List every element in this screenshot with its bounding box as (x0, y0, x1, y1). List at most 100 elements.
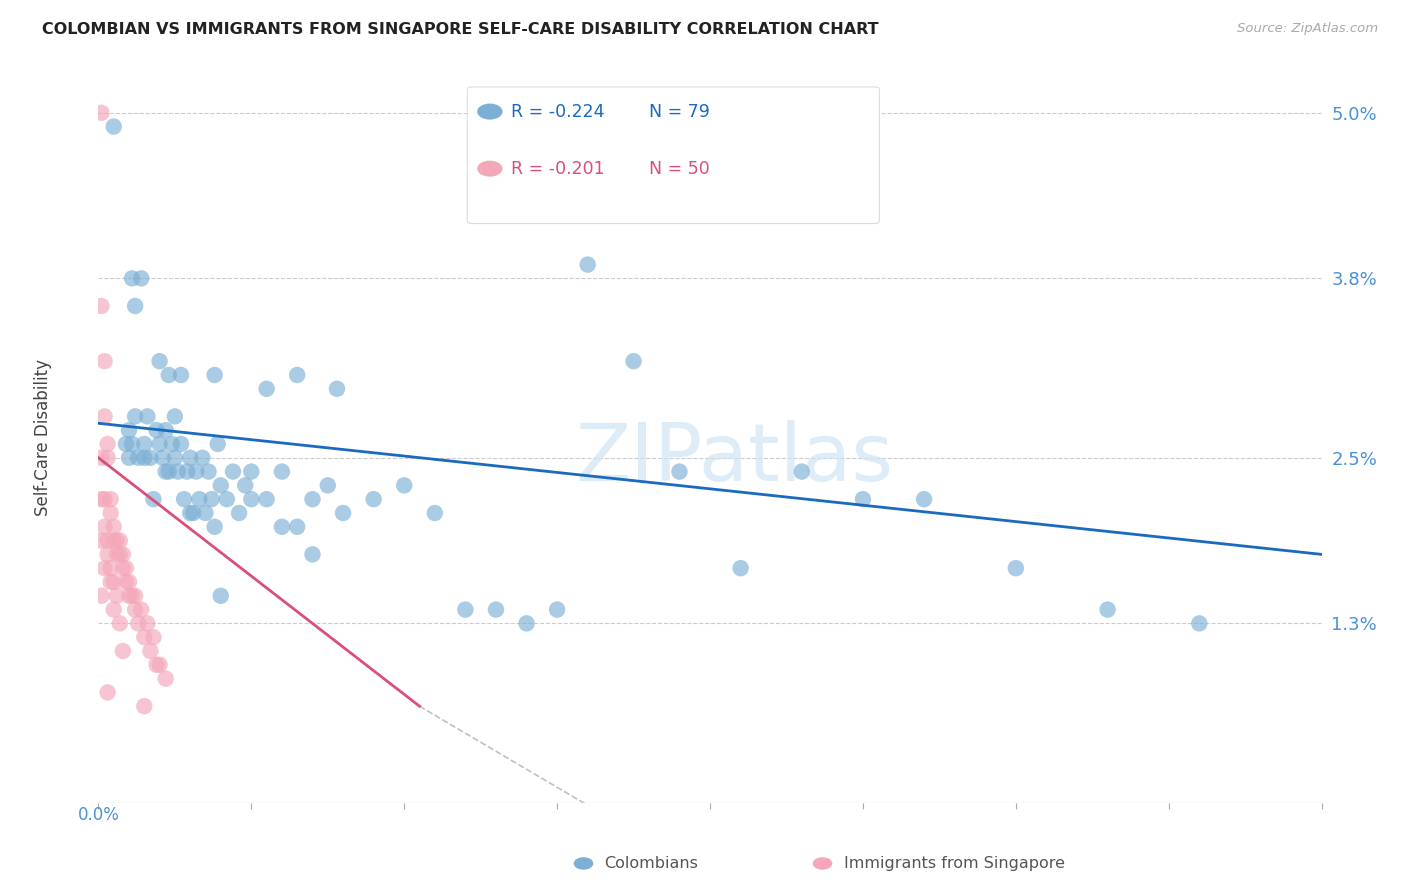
Point (105, 589, 128, 603)
Point (118, 423, 141, 437)
Point (103, 520, 125, 534)
Point (170, 368, 193, 382)
Point (121, 589, 143, 603)
Point (207, 437, 229, 451)
Point (124, 409, 146, 424)
Point (623, 354, 645, 368)
Point (188, 492, 211, 507)
Point (423, 506, 446, 520)
Point (316, 478, 339, 492)
Point (118, 450, 141, 465)
Point (134, 699, 156, 714)
Point (152, 450, 174, 465)
Point (97, 685, 120, 699)
Text: Immigrants from Singapore: Immigrants from Singapore (844, 856, 1064, 871)
Point (200, 492, 222, 507)
Point (485, 602, 508, 616)
Point (111, 548, 134, 562)
Point (90, 105, 112, 120)
Point (209, 478, 232, 492)
Point (176, 465, 198, 479)
Point (139, 644, 162, 658)
Point (118, 574, 141, 589)
Point (103, 574, 125, 589)
Point (111, 561, 134, 575)
Point (179, 450, 201, 465)
Point (108, 548, 131, 562)
Point (240, 465, 263, 479)
Point (142, 630, 165, 644)
Point (129, 271, 152, 285)
Point (167, 465, 190, 479)
Text: R = -0.224: R = -0.224 (510, 103, 605, 120)
Point (240, 492, 263, 507)
Point (103, 602, 125, 616)
Text: Source: ZipAtlas.com: Source: ZipAtlas.com (1237, 22, 1378, 36)
Point (139, 450, 162, 465)
Point (270, 520, 292, 534)
Point (134, 450, 156, 465)
Point (179, 506, 201, 520)
Point (363, 492, 385, 507)
Point (155, 465, 177, 479)
Point (301, 492, 323, 507)
Point (155, 423, 177, 437)
Text: Self-Care Disability: Self-Care Disability (34, 359, 52, 516)
Point (326, 382, 349, 396)
Point (191, 450, 214, 465)
Point (256, 492, 278, 507)
Point (149, 354, 172, 368)
Point (516, 616, 538, 631)
Point (157, 368, 180, 382)
Point (233, 478, 256, 492)
Point (730, 561, 752, 575)
Point (103, 120, 125, 134)
Point (163, 409, 186, 424)
Point (93, 520, 115, 534)
Point (157, 465, 180, 479)
Point (160, 437, 183, 451)
Point (93, 561, 115, 575)
Point (124, 602, 146, 616)
Point (90, 450, 112, 465)
Point (194, 506, 217, 520)
Text: N = 79: N = 79 (648, 103, 710, 120)
Point (100, 574, 122, 589)
Point (127, 616, 149, 631)
Point (97, 437, 120, 451)
Point (142, 492, 165, 507)
Point (115, 574, 138, 589)
Point (108, 533, 131, 548)
Point (256, 382, 278, 396)
Point (1188, 616, 1211, 631)
Point (93, 492, 115, 507)
Point (127, 450, 149, 465)
Point (1004, 561, 1026, 575)
Point (134, 630, 156, 644)
Point (145, 423, 167, 437)
Point (197, 465, 219, 479)
Point (90, 589, 112, 603)
Point (181, 506, 204, 520)
Point (204, 368, 226, 382)
Point (270, 465, 292, 479)
Text: N = 50: N = 50 (648, 160, 710, 178)
Point (186, 465, 208, 479)
Point (105, 548, 128, 562)
Point (100, 561, 122, 575)
Point (576, 258, 599, 272)
Point (90, 299, 112, 313)
Text: COLOMBIAN VS IMMIGRANTS FROM SINGAPORE SELF-CARE DISABILITY CORRELATION CHART: COLOMBIAN VS IMMIGRANTS FROM SINGAPORE S… (42, 22, 879, 37)
Point (1097, 602, 1119, 616)
Point (301, 548, 323, 562)
Point (103, 533, 125, 548)
Point (285, 368, 308, 382)
Point (790, 465, 813, 479)
Point (228, 506, 250, 520)
Point (97, 533, 120, 548)
Point (97, 548, 120, 562)
Text: Colombians: Colombians (605, 856, 699, 871)
Text: ZIPatlas: ZIPatlas (575, 420, 894, 498)
Point (145, 657, 167, 672)
Text: 0.0%: 0.0% (77, 805, 120, 823)
